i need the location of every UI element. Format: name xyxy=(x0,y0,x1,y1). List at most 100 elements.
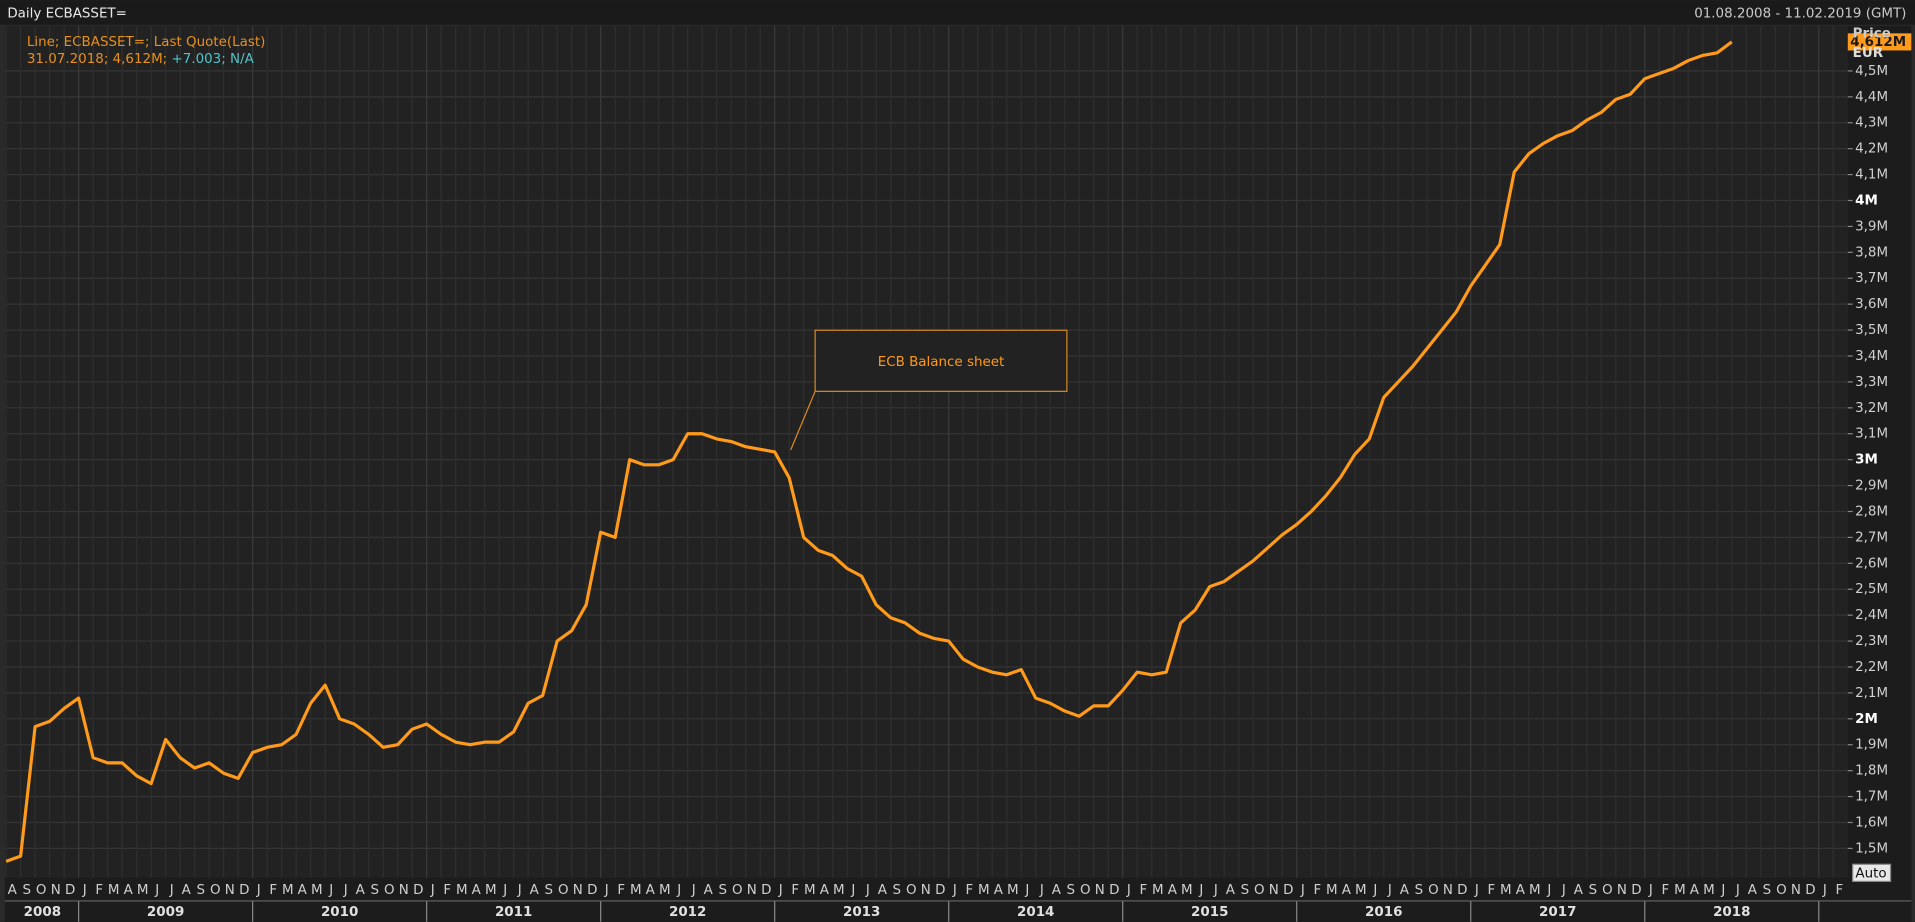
year-label: 2013 xyxy=(843,905,880,920)
x-tick-label: M xyxy=(1007,883,1019,898)
y-tick-label: 1,5M xyxy=(1855,841,1888,856)
year-label: 2015 xyxy=(1191,905,1228,920)
x-tick-label: D xyxy=(587,883,597,898)
x-tick-label: J xyxy=(328,883,333,898)
y-tick-label: 2,8M xyxy=(1855,504,1888,519)
x-tick-label: J xyxy=(154,883,159,898)
x-tick-label: M xyxy=(1181,883,1193,898)
x-tick-label: J xyxy=(1561,883,1566,898)
x-tick-label: A xyxy=(704,883,714,898)
x-tick-label: J xyxy=(850,883,855,898)
x-tick-label: J xyxy=(1735,883,1740,898)
y-tick-label: 2,9M xyxy=(1855,479,1888,494)
x-tick-label: O xyxy=(732,883,743,898)
x-tick-label: J xyxy=(256,883,261,898)
x-tick-label: J xyxy=(1126,883,1131,898)
x-tick-label: N xyxy=(1617,883,1627,898)
y-tick-label: 3,2M xyxy=(1855,401,1888,416)
x-tick-label: M xyxy=(978,883,990,898)
x-tick-label: F xyxy=(791,883,799,898)
x-tick-label: F xyxy=(965,883,973,898)
grid: 1,5M 1,6M 1,7M 1,8M 1,9M 2M 2,1M 2,2M 2,3M 2,4M 2,… xyxy=(4,25,1912,922)
x-tick-label: D xyxy=(1109,883,1119,898)
y-tick-label: 4,3M xyxy=(1855,116,1888,131)
legend-line1: Line; ECBASSET=; Last Quote(Last) xyxy=(27,35,266,50)
y-tick-label: 3,5M xyxy=(1855,323,1888,338)
y-tick-label: 3,4M xyxy=(1855,349,1888,364)
x-tick-label: M xyxy=(804,883,816,898)
auto-button[interactable] xyxy=(1852,863,1892,883)
x-tick-label: M xyxy=(456,883,468,898)
x-tick-label: J xyxy=(1546,883,1551,898)
x-tick-label: A xyxy=(994,883,1004,898)
title-bar xyxy=(0,0,1915,25)
x-tick-label: A xyxy=(878,883,888,898)
y-tick-label: 3,9M xyxy=(1855,219,1888,234)
x-tick-label: J xyxy=(1387,883,1392,898)
x-tick-label: S xyxy=(1589,883,1598,898)
x-tick-label: O xyxy=(558,883,569,898)
year-label: 2018 xyxy=(1713,905,1750,920)
x-tick-label: D xyxy=(413,883,423,898)
x-tick-label: D xyxy=(65,883,75,898)
x-tick-label: O xyxy=(1602,883,1613,898)
x-tick-label: A xyxy=(646,883,656,898)
x-tick-label: F xyxy=(1662,883,1670,898)
y-tick-label: 4,4M xyxy=(1855,90,1888,105)
x-tick-label: N xyxy=(1269,883,1279,898)
year-label: 2012 xyxy=(669,905,706,920)
x-tick-label: J xyxy=(1474,883,1479,898)
x-tick-label: F xyxy=(617,883,625,898)
x-tick-label: D xyxy=(1283,883,1293,898)
x-tick-label: A xyxy=(298,883,308,898)
x-tick-label: S xyxy=(545,883,554,898)
date-range: 01.08.2008 - 11.02.2019 (GMT) xyxy=(1694,7,1906,22)
x-tick-label: A xyxy=(356,883,366,898)
x-tick-label: A xyxy=(1690,883,1700,898)
x-tick-label: F xyxy=(1487,883,1495,898)
x-tick-label: J xyxy=(1198,883,1203,898)
y-tick-label: 4,2M xyxy=(1855,142,1888,157)
x-tick-label: J xyxy=(691,883,696,898)
y-tick-label: 2,1M xyxy=(1855,686,1888,701)
x-tick-label: J xyxy=(517,883,522,898)
x-tick-label: F xyxy=(95,883,103,898)
x-tick-label: A xyxy=(820,883,830,898)
x-tick-label: M xyxy=(659,883,671,898)
x-tick-label: J xyxy=(676,883,681,898)
y-tick-label: 3,6M xyxy=(1855,297,1888,312)
last-value-label: 4,612M xyxy=(1850,35,1906,50)
legend-values: 31.07.2018; 4,612M; xyxy=(27,52,167,67)
y-tick-label: 1,8M xyxy=(1855,764,1888,779)
x-tick-label: N xyxy=(921,883,931,898)
x-tick-label: O xyxy=(1428,883,1439,898)
x-tick-label: D xyxy=(239,883,249,898)
legend-change: +7.003; N/A xyxy=(171,52,254,67)
annotation-box xyxy=(814,329,1068,392)
axis-unit: EUR xyxy=(1853,46,1884,61)
y-tick-label: 2,2M xyxy=(1855,660,1888,675)
auto-button-label[interactable]: Auto xyxy=(1855,866,1886,881)
x-tick-label: O xyxy=(906,883,917,898)
x-tick-label: F xyxy=(1836,883,1844,898)
y-tick-label: 1,7M xyxy=(1855,790,1888,805)
y-tick-label: 4,1M xyxy=(1855,168,1888,183)
x-tick-label: M xyxy=(630,883,642,898)
x-tick-label: A xyxy=(1052,883,1062,898)
x-tick-label: J xyxy=(169,883,174,898)
x-tick-label: A xyxy=(8,883,18,898)
x-tick-label: J xyxy=(865,883,870,898)
x-tick-label: A xyxy=(182,883,192,898)
x-tick-label: M xyxy=(1500,883,1512,898)
marks: 4,612M xyxy=(5,33,1912,863)
x-tick-label: A xyxy=(1226,883,1236,898)
x-tick-label: F xyxy=(1139,883,1147,898)
x-tick-label: J xyxy=(604,883,609,898)
x-tick-label: A xyxy=(1748,883,1758,898)
series-line xyxy=(5,40,1733,863)
x-tick-label: S xyxy=(22,883,31,898)
x-tick-label: J xyxy=(778,883,783,898)
x-tick-label: S xyxy=(1415,883,1424,898)
